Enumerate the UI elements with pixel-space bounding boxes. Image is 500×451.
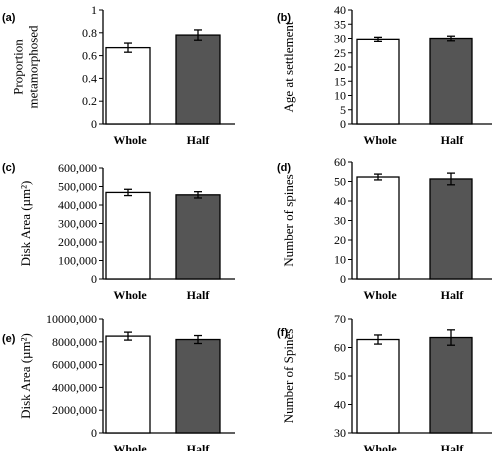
panel-d-tick-label: 50	[334, 175, 346, 189]
panel-c-y-axis-label: Disk Area (µm²)	[18, 181, 33, 267]
panel-e-bar-whole	[105, 335, 151, 434]
panel-e-tick-label: 2000,000	[52, 403, 97, 417]
panel-e-category-label: Whole	[113, 442, 147, 451]
panel-d-y-axis-label: Number of spines	[281, 174, 296, 266]
panel-b-tick-label: 15	[334, 74, 346, 88]
panel-c-tick-label: 100,000	[58, 254, 97, 268]
panel-f-y-axis-label: Number of Spines	[281, 329, 296, 424]
panel-a-category-label: Half	[187, 133, 211, 147]
panel-c-tick-label: 600,000	[58, 161, 97, 175]
panel-f-tick-label: 70	[334, 312, 346, 326]
panel-d-bar-whole	[356, 176, 400, 280]
panel-a-y-axis-label: metamorphosed	[26, 25, 41, 109]
panel-a-label: (a)	[2, 12, 16, 24]
panel-f-bar-whole	[356, 338, 400, 434]
panel-b-tick-label: 0	[340, 117, 346, 131]
panel-b-tick-label: 5	[340, 103, 346, 117]
panel-b-bar-half	[429, 37, 473, 125]
panel-f-label: (f)	[277, 327, 288, 339]
panel-d-tick-label: 60	[334, 155, 346, 169]
panel-f-category-label: Whole	[363, 442, 397, 451]
panel-b-tick-label: 25	[334, 46, 346, 60]
panel-a-tick-label: 0	[91, 117, 97, 131]
panel-c-tick-label: 400,000	[58, 198, 97, 212]
panel-c-category-label: Whole	[113, 288, 147, 302]
panel-b-category-label: Whole	[363, 133, 397, 147]
panel-a-tick-label: 0.4	[82, 71, 97, 85]
panel-c-tick-label: 500,000	[58, 180, 97, 194]
panel-f-tick-label: 30	[334, 426, 346, 440]
panel-b-label: (b)	[277, 12, 291, 24]
panel-c-tick-label: 300,000	[58, 217, 97, 231]
panel-c-category-label: Half	[187, 288, 211, 302]
panel-d-tick-label: 30	[334, 214, 346, 228]
panel-e-y-axis-label: Disk Area (µm²)	[18, 333, 33, 419]
panel-a-tick-label: 1	[91, 3, 97, 17]
panel-f-tick-label: 40	[334, 398, 346, 412]
panel-d-tick-label: 0	[340, 272, 346, 286]
panel-b-category-label: Half	[441, 133, 465, 147]
panel-e-tick-label: 4000,000	[52, 380, 97, 394]
panel-e-tick-label: 10000,000	[46, 312, 97, 326]
panel-a-category-label: Whole	[113, 133, 147, 147]
panel-b-tick-label: 20	[334, 60, 346, 74]
panel-c-label: (c)	[2, 162, 16, 174]
panel-f-tick-label: 60	[334, 341, 346, 355]
panel-c-tick-label: 200,000	[58, 235, 97, 249]
panel-e-bar-half	[175, 338, 221, 434]
panel-d-label: (d)	[277, 162, 291, 174]
panel-a-y-axis-label: Proportion	[11, 39, 26, 95]
panel-d-category-label: Whole	[363, 288, 397, 302]
panel-e-tick-label: 6000,000	[52, 358, 97, 372]
panel-c-bar-half	[175, 194, 221, 280]
panel-e-label: (e)	[2, 333, 16, 345]
panel-a-tick-label: 0.8	[82, 26, 97, 40]
panel-a-tick-label: 0.2	[82, 94, 97, 108]
panel-d-category-label: Half	[441, 288, 465, 302]
panel-f-tick-label: 50	[334, 369, 346, 383]
panel-a-tick-label: 0.6	[82, 49, 97, 63]
panel-f-bar-half	[429, 336, 473, 434]
panel-f-category-label: Half	[441, 442, 465, 451]
panel-b-y-axis-label: Age at settlement	[281, 21, 296, 112]
panel-b-tick-label: 40	[334, 3, 346, 17]
panel-c-bar-whole	[105, 191, 151, 280]
panel-d-tick-label: 20	[334, 233, 346, 247]
panel-d-tick-label: 40	[334, 194, 346, 208]
panel-a-bar-whole	[105, 46, 151, 125]
panel-b-bar-whole	[356, 38, 400, 125]
panel-d-bar-half	[429, 178, 473, 280]
panel-d-tick-label: 10	[334, 253, 346, 267]
panel-b-tick-label: 35	[334, 17, 346, 31]
panel-e-tick-label: 8000,000	[52, 335, 97, 349]
panel-c-tick-label: 0	[91, 272, 97, 286]
panel-a-bar-half	[175, 34, 221, 125]
panel-b-tick-label: 10	[334, 89, 346, 103]
panel-e-category-label: Half	[187, 442, 211, 451]
panel-b-tick-label: 30	[334, 32, 346, 46]
panel-e-tick-label: 0	[91, 426, 97, 440]
